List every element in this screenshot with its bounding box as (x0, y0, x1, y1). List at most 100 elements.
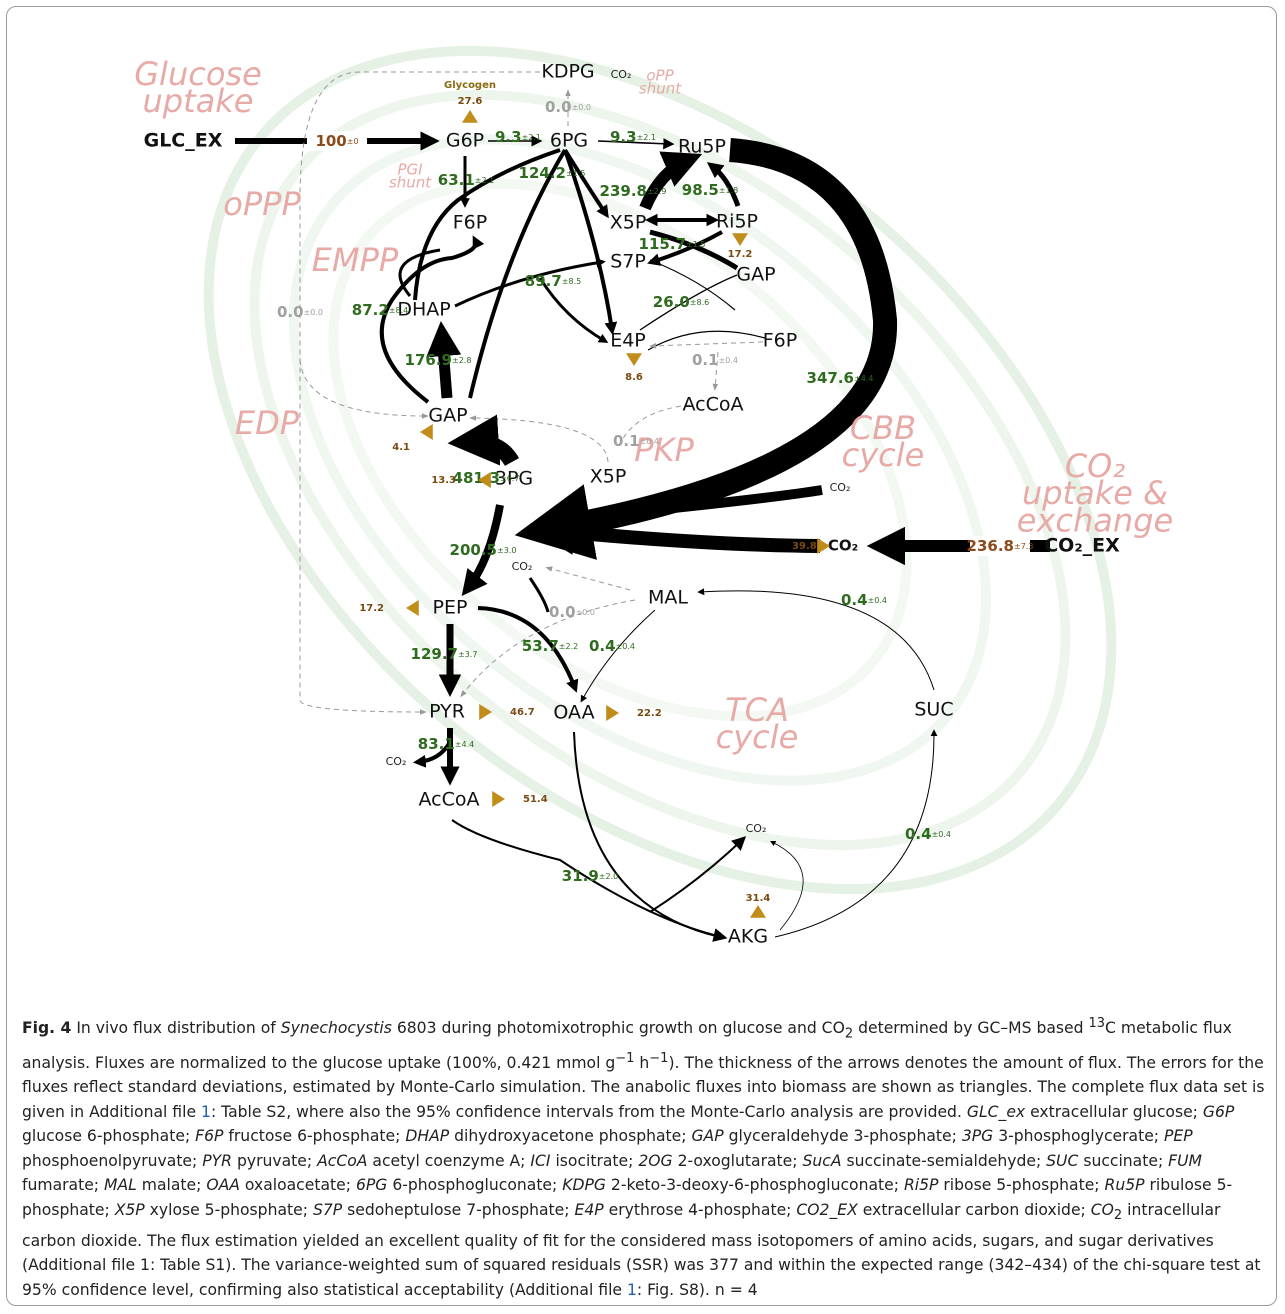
flux-arrow (649, 836, 747, 913)
pathway-label: TCA (725, 691, 789, 729)
biomass-label: 13.3 (431, 475, 456, 486)
caption-text: phosphoenolpyruvate; (22, 1151, 203, 1170)
caption-text: intracellular carbon dioxide. The flux e… (22, 1200, 1221, 1275)
flux-arrow (299, 71, 540, 715)
flux-error: ±4.4 (455, 740, 474, 749)
flux-label: 9.3±2.1 (495, 128, 541, 146)
flux-value: 239.8 (600, 182, 647, 200)
flux-label: 0.4±0.4 (905, 825, 951, 843)
metabolite-node: OAA (553, 702, 594, 724)
flux-arrow (545, 566, 631, 591)
flux-error: ±1.5 (566, 169, 585, 178)
flux-value: 481.3 (453, 469, 500, 487)
flux-error: ±0 (347, 137, 359, 146)
flux-error: ±0.4 (719, 356, 738, 365)
flux-value: 26.0 (653, 293, 690, 311)
flux-value: 9.3 (610, 128, 637, 146)
caption-text: 2 (844, 1026, 854, 1042)
flux-arrow (639, 151, 703, 211)
flux-label: 9.3±2.1 (610, 128, 656, 146)
flux-label: 0.4±0.4 (841, 591, 887, 609)
metabolite-node: PEP (433, 597, 468, 619)
flux-arrow (706, 162, 741, 207)
flux-arrow (413, 148, 561, 301)
edges (235, 71, 1050, 942)
pathway-label: CBB (850, 409, 916, 447)
flux-arrow (447, 414, 520, 467)
flux-arrow (774, 729, 938, 938)
metabolite-node: F6P (763, 330, 797, 352)
pathway-label: CO₂ (1065, 447, 1126, 485)
pathway-label: EDP (235, 404, 300, 442)
flux-arrow (649, 259, 736, 311)
metabolite-node: DHAP (397, 299, 450, 321)
co2-label: CO₂ (746, 822, 767, 835)
flux-arrow (639, 274, 738, 331)
caption-text: ICI (530, 1151, 551, 1170)
caption-text: 2-oxoglutarate; (672, 1151, 803, 1170)
biomass-triangle (479, 704, 492, 720)
caption-text: erythrose 4-phosphate; (603, 1200, 797, 1219)
co2-label: CO₂ (611, 68, 632, 81)
flux-arrow (477, 606, 579, 693)
flux-error: ±1.8 (719, 186, 738, 195)
flux-label-bg (307, 131, 367, 151)
caption-text: succinate; (1078, 1151, 1169, 1170)
caption-text: S7P (312, 1200, 343, 1219)
flux-value: 63.1 (438, 171, 475, 189)
flux-value: 89.7 (525, 272, 562, 290)
flux-label: 26.0±8.6 (653, 293, 709, 311)
caption-text: Synechocystis (280, 1019, 392, 1038)
flux-arrow (454, 258, 606, 308)
flux-arrow (538, 277, 609, 343)
caption-text[interactable]: 1 (201, 1102, 211, 1121)
flux-error: ±0.4 (640, 437, 659, 446)
caption-text: 13 (1088, 1016, 1106, 1031)
metabolite-node: GAP (736, 264, 775, 286)
biomass-label: 17.2 (359, 603, 384, 614)
biomass-label: 4.1 (392, 442, 410, 453)
flux-arrow (461, 504, 504, 597)
caption-text: PEP (1164, 1127, 1193, 1146)
metabolite-node: AcCoA (419, 789, 480, 811)
flux-arrow (563, 149, 618, 336)
pathway-label: PKP (634, 431, 694, 469)
flux-arrow (412, 740, 452, 768)
biomass-label: 31.4 (746, 893, 771, 904)
metabolite-node: AcCoA (683, 394, 744, 416)
flux-arrow (554, 485, 823, 525)
flux-error: ±0.4 (616, 642, 635, 651)
flux-value: 0.4 (905, 825, 932, 843)
flux-arrow (649, 341, 764, 349)
flux-arrow (769, 840, 804, 931)
glycogen-label: Glycogen (444, 80, 496, 91)
caption-text: isocitrate; (550, 1151, 639, 1170)
flux-label: 0.0±0.0 (545, 98, 591, 116)
pathway-label: PGI (397, 161, 423, 179)
caption-text: h (634, 1053, 650, 1072)
metabolite-node: SUC (914, 699, 953, 721)
biomass-triangle (406, 600, 419, 616)
flux-error: ±2.9 (647, 187, 666, 196)
caption-text: 3-phosphoglycerate; (993, 1127, 1165, 1146)
biomass-triangle (626, 353, 642, 366)
flux-label: 200.5±3.0 (450, 541, 517, 559)
flux-error: ±3.7 (458, 650, 477, 659)
flux-error: ±2.1 (475, 176, 494, 185)
caption-text[interactable]: 1 (626, 1280, 637, 1299)
caption-text: Ri5P (903, 1176, 939, 1195)
pathway-label: oPPP (223, 185, 301, 223)
flux-value: 129.7 (411, 645, 458, 663)
metabolite-node: E4P (610, 330, 646, 352)
caption-text: oxaloacetate; (239, 1176, 356, 1195)
biomass-label: 46.7 (510, 707, 535, 718)
biomass-label: 22.2 (637, 708, 662, 719)
caption-text: : Table S1). The variance-weighted sum o… (22, 1256, 1261, 1299)
flux-label: 115.7±1.5 (639, 235, 706, 253)
caption-text: 2 (1113, 1208, 1123, 1224)
caption-text: CO (1090, 1200, 1114, 1219)
flux-label: 176.9±2.8 (405, 351, 472, 369)
background-rings (203, 45, 1117, 895)
biomass-label: 51.4 (523, 794, 548, 805)
